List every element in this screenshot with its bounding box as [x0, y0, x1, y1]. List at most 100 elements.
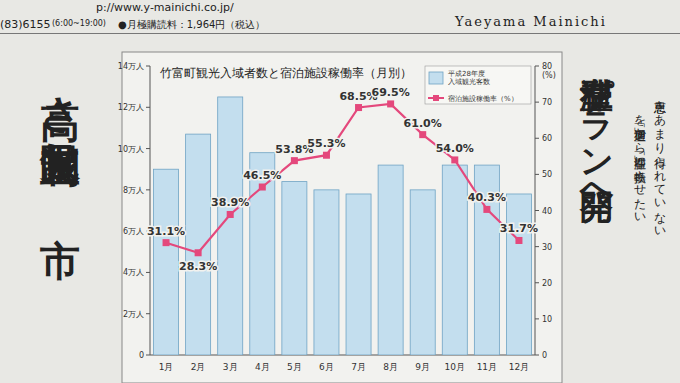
data-label: 31.7%	[500, 222, 538, 235]
data-label: 28.3%	[179, 260, 217, 273]
data-labels: 31.1%28.3%38.9%46.5%53.8%55.3%68.5%69.5%…	[147, 86, 538, 273]
data-label: 38.9%	[211, 196, 249, 209]
marker	[291, 157, 298, 164]
legend-swatch	[429, 72, 443, 84]
body-text: を「通過型」から「滞在型」に転換させたい	[632, 106, 648, 218]
marker	[419, 131, 426, 138]
bar	[378, 165, 403, 355]
bar	[410, 190, 435, 355]
data-label: 55.3%	[307, 137, 345, 150]
legend-box	[425, 66, 531, 104]
y2-tick	[535, 318, 539, 319]
x-tick-label: 1月	[159, 362, 174, 372]
y-tick-label: 12万人	[118, 103, 144, 112]
y2-tick-label: 70	[542, 98, 552, 107]
masthead: Yaeyama Mainichi	[455, 14, 607, 29]
legend: 平成28年度入域観光客数宿泊施設稼働率（%）	[425, 66, 531, 104]
y-tick	[146, 272, 150, 273]
data-label: 40.3%	[468, 191, 506, 204]
marker	[515, 237, 522, 244]
y-tick-label: 0	[139, 351, 144, 360]
marker	[323, 152, 330, 159]
y-tick	[146, 107, 150, 108]
y2-tick-label: 80	[542, 62, 552, 71]
y-tick-label: 4万人	[123, 268, 144, 277]
marker	[195, 249, 202, 256]
y2-tick-label: 10	[542, 315, 552, 324]
x-tick-label: 7月	[351, 362, 366, 372]
legend-label: 平成28年度入域観光客数	[448, 70, 490, 86]
y2-tick-label: 30	[542, 243, 552, 252]
bar	[282, 182, 307, 355]
header-phone: (83)6155	[0, 18, 51, 31]
bar	[154, 169, 179, 355]
bar	[314, 190, 339, 355]
headline-left: 高さ制限見直し 市	[36, 68, 84, 206]
y-tick	[146, 189, 150, 190]
y2-tick-label: 20	[542, 279, 552, 288]
marker	[163, 239, 170, 246]
x-tick-label: 10月	[445, 362, 465, 372]
y-tick	[146, 355, 150, 356]
x-tick-label: 4月	[255, 362, 270, 372]
chart-frame	[122, 52, 562, 383]
y-tick-label: 10万人	[118, 145, 144, 154]
title: 竹富町観光入域者数と宿泊施設稼働率（月別）	[160, 66, 412, 80]
header-rule	[0, 33, 680, 34]
header-url: p://www.y-mainichi.co.jp/	[96, 1, 234, 14]
x-tick-label: 6月	[319, 362, 334, 372]
x-tick-label: 3月	[223, 362, 238, 372]
header-hours: (6:00~19:00)	[52, 19, 106, 28]
x-tick-label: 5月	[287, 362, 302, 372]
y2-tick	[535, 355, 539, 356]
y2-label: (%)	[542, 71, 556, 80]
y-tick	[146, 148, 150, 149]
marker	[387, 100, 394, 107]
y2-tick-label: 40	[542, 207, 552, 216]
data-label: 69.5%	[372, 86, 410, 99]
bar	[442, 165, 467, 355]
y2-tick	[535, 210, 539, 211]
marker	[259, 184, 266, 191]
bar	[346, 194, 371, 355]
y2-tick-label: 60	[542, 134, 552, 143]
chart: 竹富町観光入域者数と宿泊施設稼働率（月別） 0 2万人 4万人 6万人 8万人 10万人 12…	[0, 0, 680, 383]
x-tick-label: 2月	[191, 362, 206, 372]
legend-swatch	[433, 95, 439, 101]
y2-tick	[535, 174, 539, 175]
y2-tick	[535, 246, 539, 247]
y2-tick	[535, 138, 539, 139]
y2-tick	[535, 102, 539, 103]
y-tick-label: 14万人	[118, 62, 144, 71]
y-tick	[146, 313, 150, 314]
header-subscription: ●月極購読料：1,964円（税込）	[118, 18, 265, 32]
marker	[227, 211, 234, 218]
y-tick-label: 2万人	[123, 310, 144, 319]
data-label: 54.0%	[436, 142, 474, 155]
y-tick-label: 6万人	[123, 227, 144, 236]
bar	[506, 194, 531, 355]
y2-tick-label: 50	[542, 170, 552, 179]
line	[166, 104, 519, 253]
marker	[451, 156, 458, 163]
y-axis	[150, 66, 151, 355]
x-tick-label: 12月	[509, 362, 529, 372]
data-label: 46.5%	[243, 169, 281, 182]
plot-area	[154, 97, 532, 355]
data-label: 61.0%	[404, 117, 442, 130]
headline-right: 滞在型プラン開発へ	[577, 52, 617, 203]
y2-tick	[535, 66, 539, 67]
y-tick	[146, 66, 150, 67]
y2-tick-label: 0	[542, 351, 547, 360]
x-tick-label: 11月	[477, 362, 497, 372]
x-tick-label: 9月	[415, 362, 430, 372]
y2-tick	[535, 282, 539, 283]
legend-label: 宿泊施設稼働率（%）	[448, 95, 518, 103]
marker	[483, 206, 490, 213]
bar	[250, 153, 275, 355]
body-text: 恩恵をあまり得られていない	[652, 92, 668, 232]
bar	[186, 134, 211, 355]
marker	[355, 104, 362, 111]
y-tick-label: 8万人	[123, 186, 144, 195]
data-label: 31.1%	[147, 225, 185, 238]
